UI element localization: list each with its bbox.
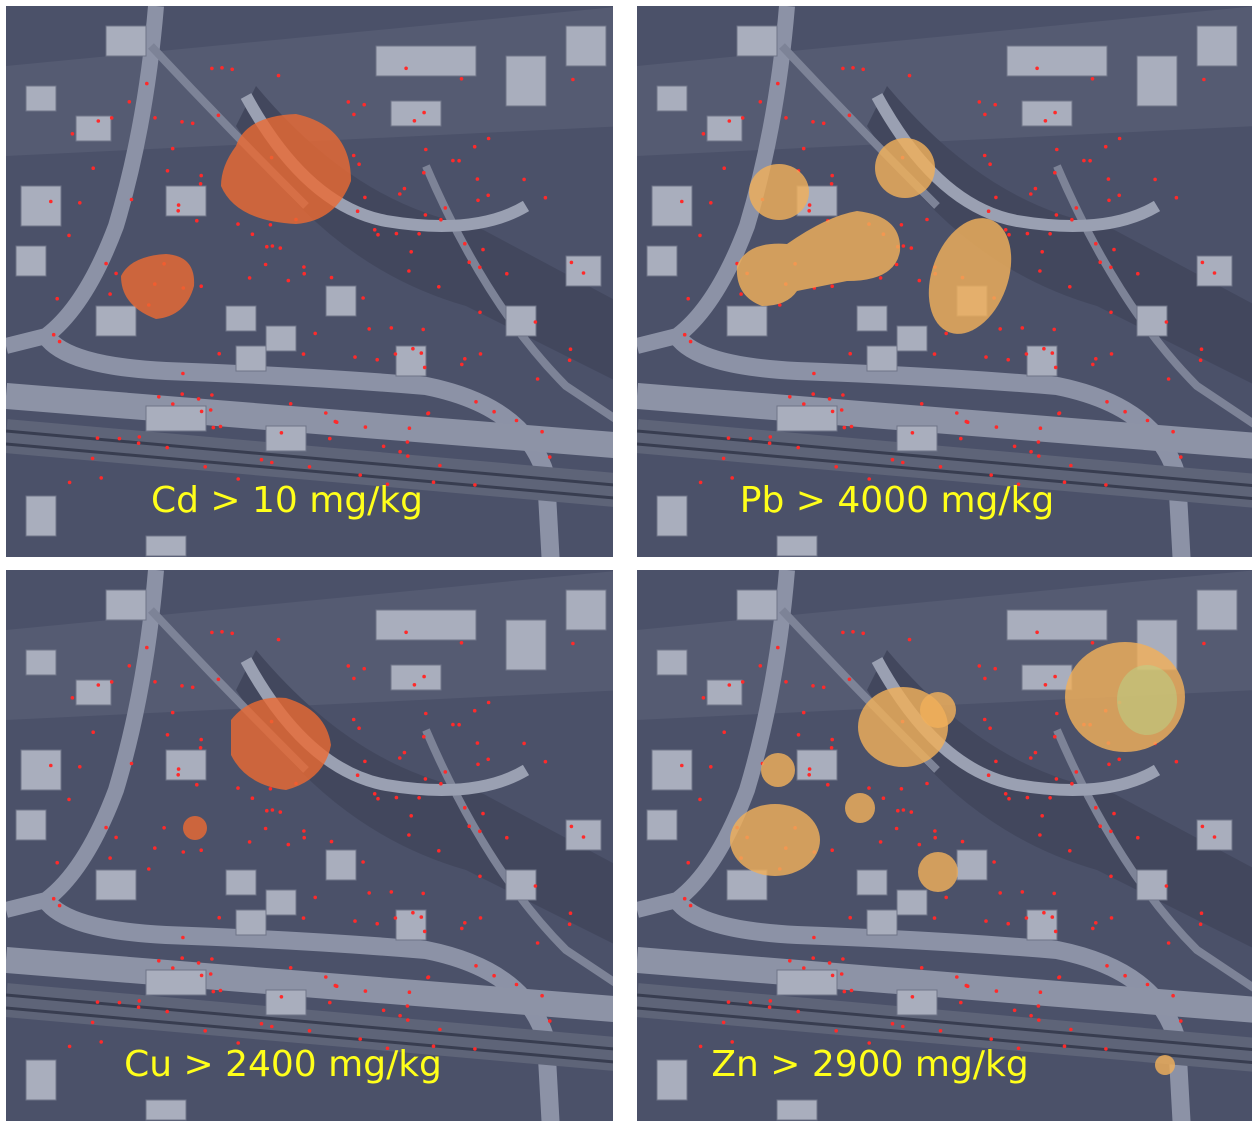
exceedance-zones xyxy=(183,697,331,840)
panel: Cu > 2400 mg/kg xyxy=(6,570,626,1128)
panel-label: Cu > 2400 mg/kg xyxy=(124,1044,442,1085)
exceedance-zones xyxy=(736,138,1012,334)
panel: Cd > 10 mg/kg xyxy=(6,6,626,566)
panel: Pb > 4000 mg/kg xyxy=(637,6,1256,566)
panel-label: Cd > 10 mg/kg xyxy=(151,480,423,521)
panel-label: Pb > 4000 mg/kg xyxy=(740,480,1054,521)
panel-label: Zn > 2900 mg/kg xyxy=(711,1044,1028,1085)
panel: Zn > 2900 mg/kg xyxy=(637,570,1256,1128)
exceedance-zones xyxy=(121,114,351,319)
